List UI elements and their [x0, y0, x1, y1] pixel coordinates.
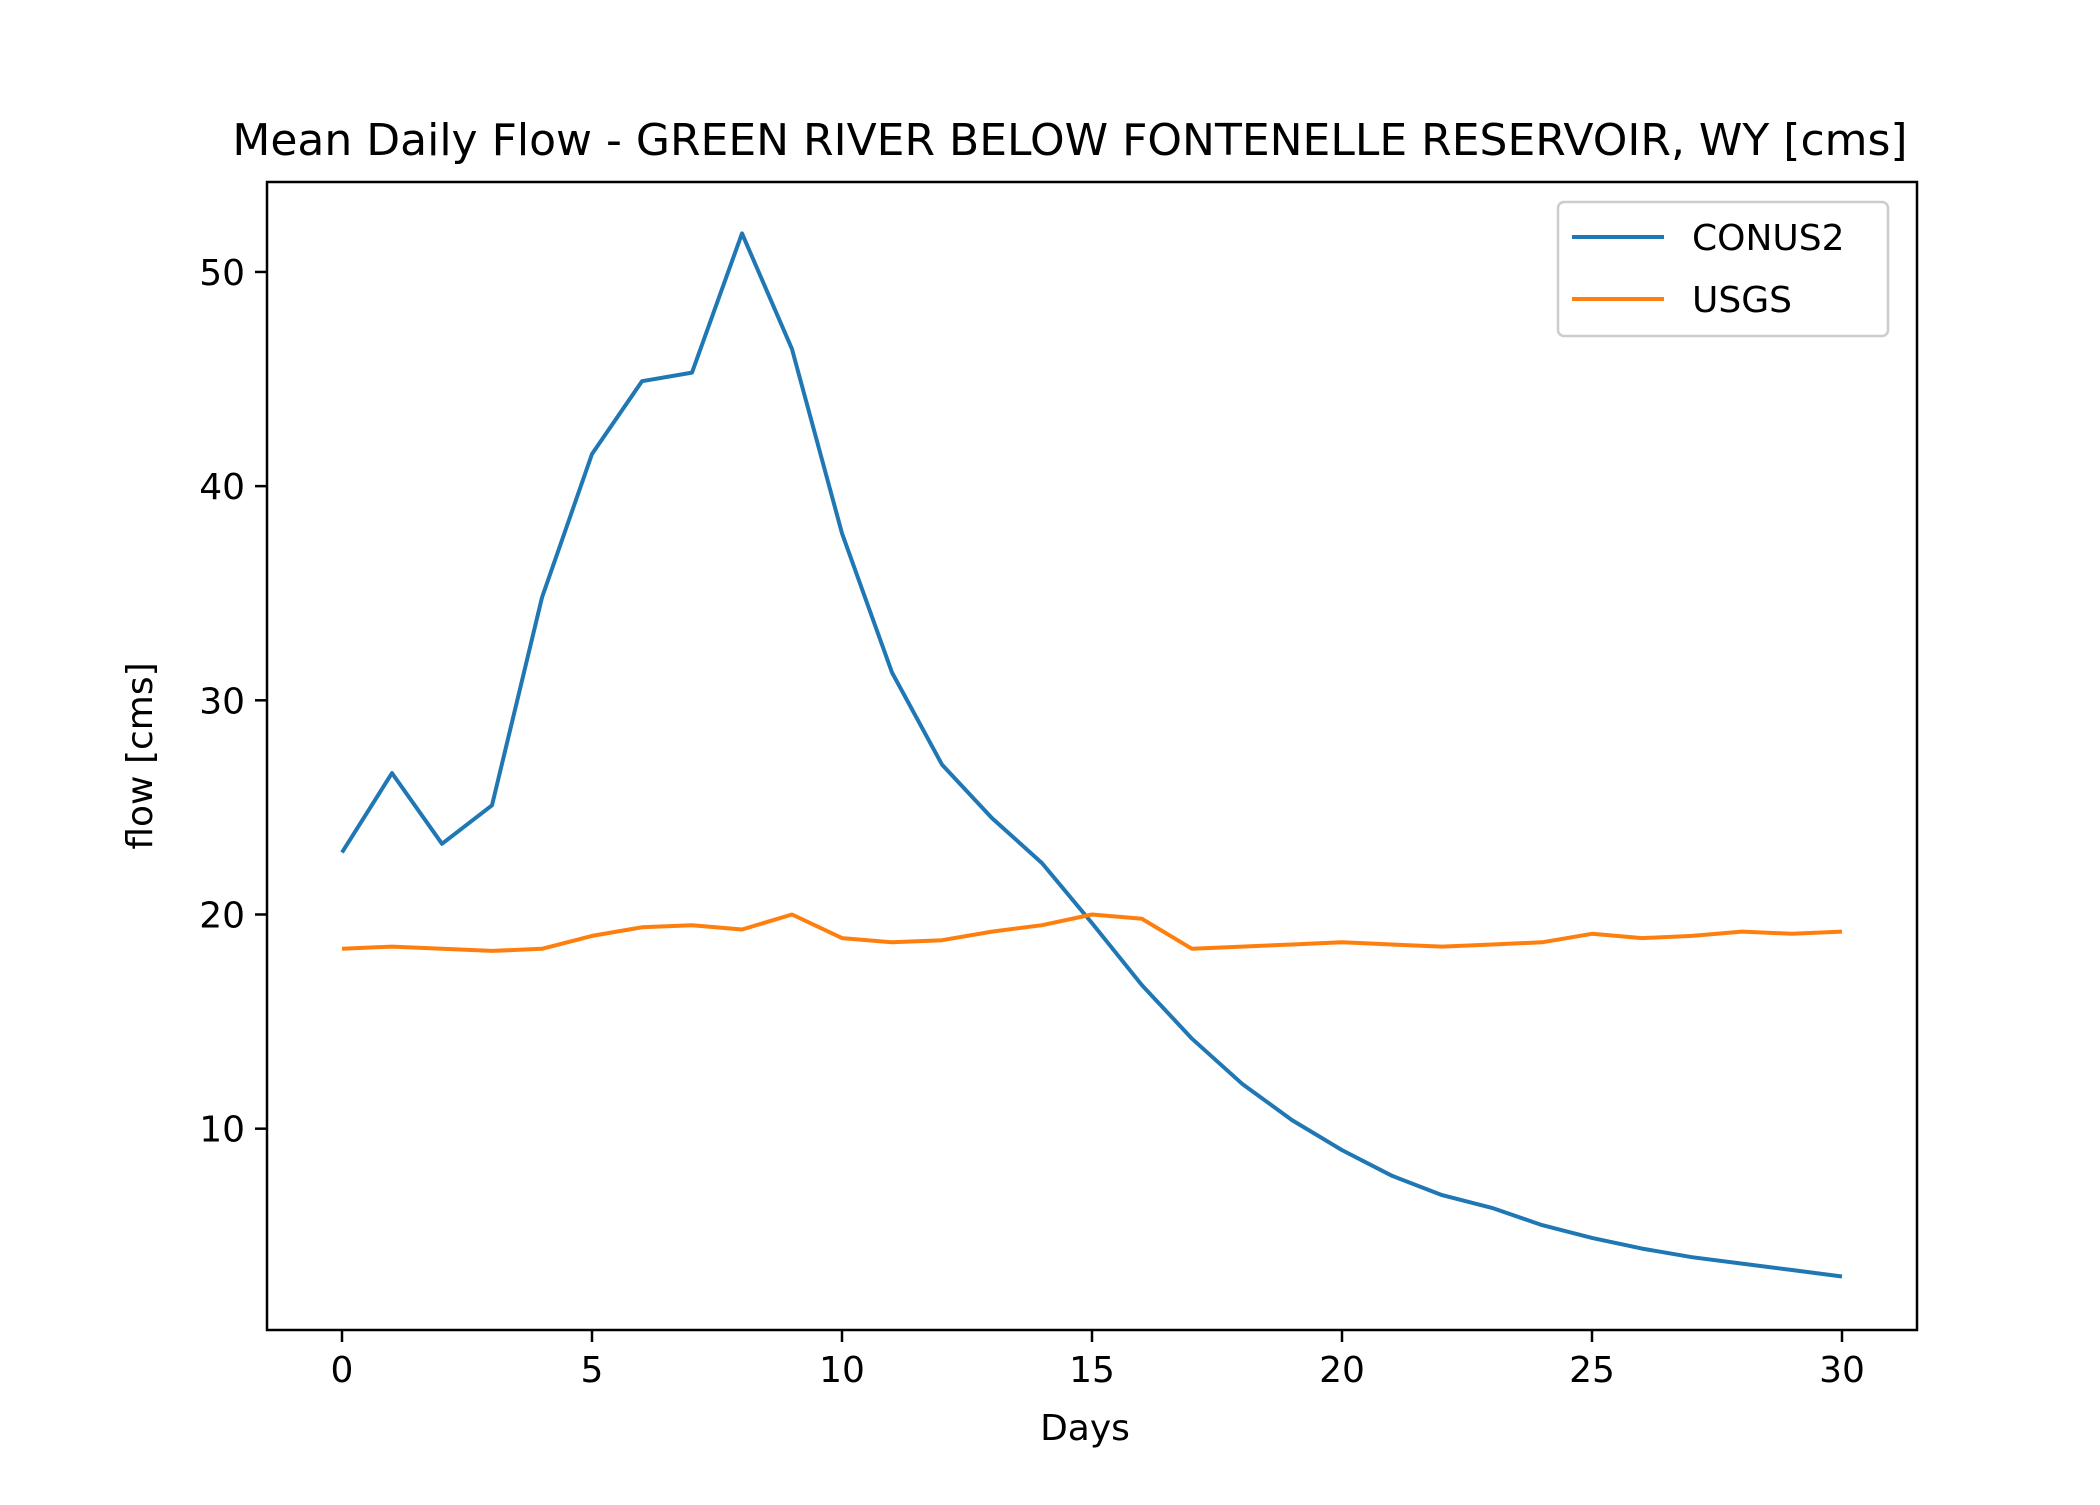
x-tick-label: 5 [581, 1350, 604, 1391]
x-axis-label: Days [1040, 1408, 1130, 1449]
legend: CONUS2 USGS [1556, 200, 1890, 338]
x-tick-label: 0 [331, 1350, 354, 1391]
y-tick-label: 10 [199, 1110, 245, 1151]
y-tick-label: 50 [199, 253, 245, 294]
legend-label-usgs: USGS [1692, 280, 1792, 321]
x-tick-label: 10 [819, 1350, 865, 1391]
x-tick-label: 25 [1569, 1350, 1615, 1391]
y-axis-label: flow [cms] [120, 662, 161, 849]
chart-title: Mean Daily Flow - GREEN RIVER BELOW FONT… [232, 115, 1907, 166]
x-tick-label: 30 [1819, 1350, 1865, 1391]
axes: 0 5 10 15 20 25 30 10 20 30 40 50 [199, 180, 1919, 1391]
x-tick-label: 20 [1319, 1350, 1365, 1391]
y-tick-label: 40 [199, 467, 245, 508]
x-tick-label: 15 [1069, 1350, 1115, 1391]
series-line-conus2 [340, 231, 1843, 1279]
y-tick-label: 20 [199, 895, 245, 936]
axes-frame [265, 180, 1919, 1332]
legend-label-conus2: CONUS2 [1692, 218, 1845, 259]
series-line-usgs [341, 912, 1843, 953]
y-tick-label: 30 [199, 681, 245, 722]
plot-area [340, 231, 1843, 1279]
